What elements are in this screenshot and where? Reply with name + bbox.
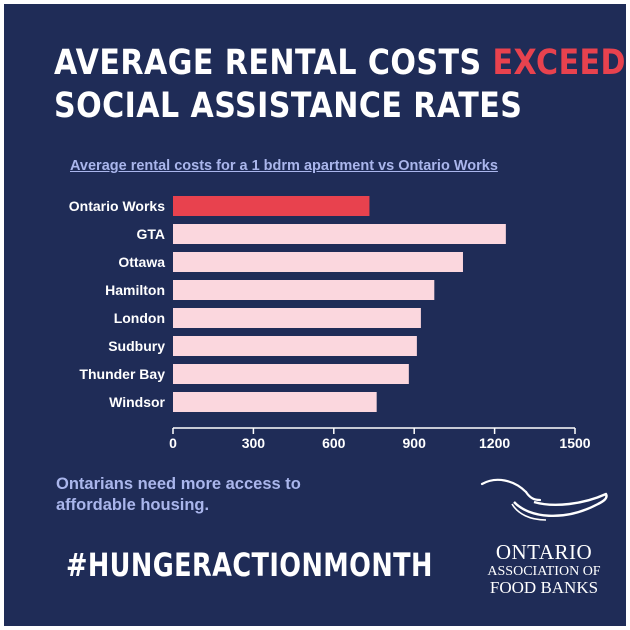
bar-london [173, 308, 421, 328]
x-tick-label: 300 [242, 435, 266, 451]
chart-title: Average rental costs for a 1 bdrm apartm… [70, 158, 498, 174]
category-label: London [114, 310, 165, 326]
bar-gta [173, 224, 506, 244]
infographic-card: AVERAGE RENTAL COSTS EXCEED SOCIAL ASSIST… [4, 4, 626, 626]
category-label: Windsor [109, 394, 165, 410]
logo-text-line2: ASSOCIATION OF [487, 564, 601, 579]
hashtag: #HUNGERACTIONMONTH [66, 546, 433, 584]
category-label: Thunder Bay [79, 366, 165, 382]
bar-sudbury [173, 336, 417, 356]
food-banks-logo: ONTARIO ASSOCIATION OF FOOD BANKS [474, 474, 614, 599]
x-tick-label: 1500 [559, 435, 590, 451]
bar-hamilton [173, 280, 435, 300]
title-line1-main: AVERAGE RENTAL COSTS [54, 43, 493, 83]
category-label: Ontario Works [69, 198, 165, 214]
category-label: Hamilton [105, 282, 165, 298]
category-label: Ottawa [118, 254, 165, 270]
bar-windsor [173, 392, 377, 412]
logo-text-line1: ONTARIO [495, 540, 593, 564]
x-tick-label: 600 [322, 435, 346, 451]
logo-text-line3: FOOD BANKS [489, 578, 599, 597]
bar-chart: Ontario Works GTA Ottawa Hamilton London Sudb… [69, 196, 591, 451]
x-tick-label: 900 [403, 435, 427, 451]
bar-ontario-works [173, 196, 370, 216]
bar-ottawa [173, 252, 463, 272]
title-line1-accent: EXCEED [492, 43, 626, 83]
bowl-spoon-icon [480, 478, 608, 521]
category-label: GTA [136, 226, 165, 242]
page-title: AVERAGE RENTAL COSTS EXCEED SOCIAL ASSIST… [54, 42, 626, 128]
x-tick-label: 0 [169, 435, 177, 451]
tagline: Ontarians need more access to affordable… [56, 475, 301, 514]
category-label: Sudbury [108, 338, 165, 354]
title-line2: SOCIAL ASSISTANCE RATES [54, 86, 523, 126]
bar-thunder-bay [173, 364, 409, 384]
x-tick-label: 1200 [479, 435, 510, 451]
